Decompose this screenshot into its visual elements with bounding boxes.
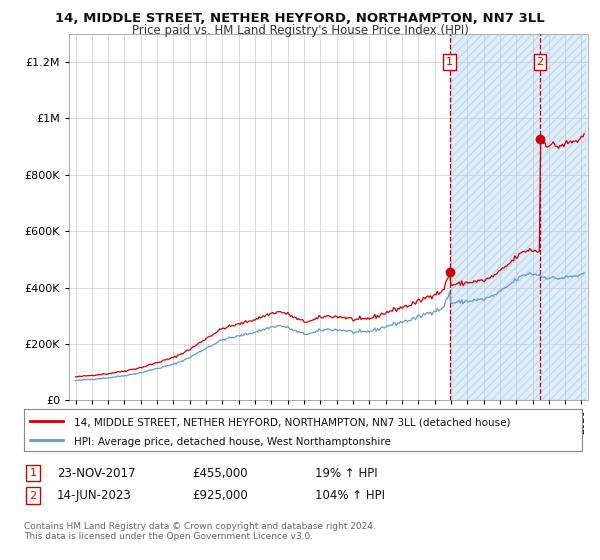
Text: 19% ↑ HPI: 19% ↑ HPI [315,466,377,480]
Text: Contains HM Land Registry data © Crown copyright and database right 2024.
This d: Contains HM Land Registry data © Crown c… [24,522,376,542]
Bar [449,34,586,400]
Text: 23-NOV-2017: 23-NOV-2017 [57,466,136,480]
Text: 14, MIDDLE STREET, NETHER HEYFORD, NORTHAMPTON, NN7 3LL (detached house): 14, MIDDLE STREET, NETHER HEYFORD, NORTH… [74,417,511,427]
Text: 14-JUN-2023: 14-JUN-2023 [57,489,132,502]
Bar [449,34,586,400]
Text: 2: 2 [536,57,544,67]
Text: 1: 1 [29,468,37,478]
Text: £455,000: £455,000 [192,466,248,480]
Text: 2: 2 [29,491,37,501]
Text: Price paid vs. HM Land Registry's House Price Index (HPI): Price paid vs. HM Land Registry's House … [131,24,469,36]
Text: 104% ↑ HPI: 104% ↑ HPI [315,489,385,502]
Text: HPI: Average price, detached house, West Northamptonshire: HPI: Average price, detached house, West… [74,437,391,446]
Text: 14, MIDDLE STREET, NETHER HEYFORD, NORTHAMPTON, NN7 3LL: 14, MIDDLE STREET, NETHER HEYFORD, NORTH… [55,12,545,25]
Text: £925,000: £925,000 [192,489,248,502]
Text: 1: 1 [446,57,453,67]
